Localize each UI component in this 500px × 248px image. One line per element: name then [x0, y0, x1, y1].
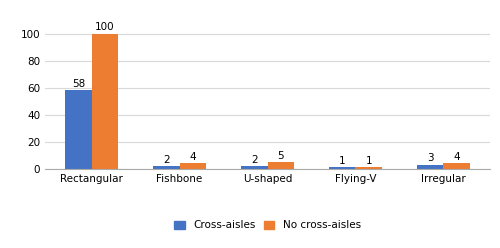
Legend: Cross-aisles, No cross-aisles: Cross-aisles, No cross-aisles	[170, 216, 365, 235]
Bar	[356, 167, 382, 169]
Bar	[241, 166, 268, 169]
Bar	[180, 163, 206, 169]
Bar	[268, 162, 294, 169]
Text: 2: 2	[163, 155, 170, 165]
Bar	[444, 163, 470, 169]
Text: 5: 5	[278, 151, 284, 160]
Bar	[329, 167, 355, 169]
Bar	[92, 33, 118, 169]
Text: 1: 1	[366, 156, 372, 166]
Bar	[417, 165, 444, 169]
Text: 1: 1	[339, 156, 345, 166]
Text: 4: 4	[454, 152, 460, 162]
Bar	[153, 166, 180, 169]
Text: 4: 4	[190, 152, 196, 162]
Bar	[65, 90, 92, 169]
Text: 3: 3	[427, 153, 434, 163]
Text: 2: 2	[251, 155, 258, 165]
Text: 58: 58	[72, 79, 85, 89]
Text: 100: 100	[95, 22, 114, 32]
